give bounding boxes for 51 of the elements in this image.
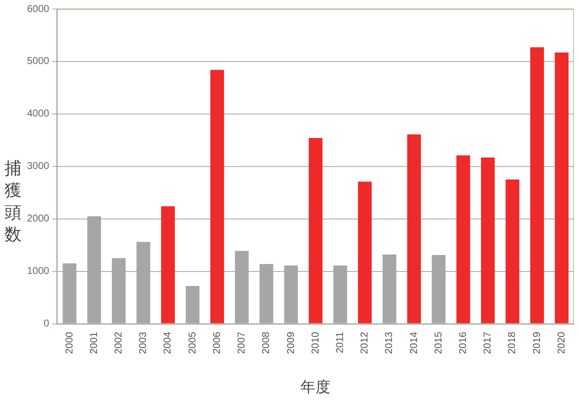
x-tick-label: 2010	[310, 331, 322, 354]
y-tick-label: 1000	[26, 266, 50, 278]
bar	[186, 286, 200, 324]
y-tick-label: 3000	[26, 161, 50, 172]
x-tick-label: 2016	[458, 331, 470, 354]
x-tick-label: 2019	[532, 331, 543, 354]
bar	[506, 179, 520, 324]
y-tick-label: 6000	[26, 4, 50, 15]
bar	[210, 70, 224, 324]
x-tick-label: 2005	[187, 331, 198, 354]
x-tick-label: 2009	[286, 331, 297, 354]
y-tick-label: 0	[44, 318, 50, 330]
x-tick-label: 2003	[138, 331, 150, 354]
x-tick-label: 2011	[334, 331, 346, 354]
x-tick-label: 2013	[384, 331, 396, 354]
y-tick-label: 2000	[26, 214, 50, 225]
x-tick-label: 2014	[408, 331, 420, 354]
x-tick-label: 2000	[64, 331, 76, 354]
bar	[407, 134, 421, 324]
x-tick-label: 2007	[236, 331, 248, 354]
bar	[62, 263, 76, 324]
bar	[87, 216, 102, 324]
bar	[432, 255, 446, 324]
bar	[554, 52, 569, 324]
bar	[481, 157, 495, 324]
bar	[260, 264, 274, 324]
x-tick-label: 2002	[114, 331, 125, 354]
x-tick-label: 2012	[360, 331, 371, 354]
x-tick-label: 2004	[162, 331, 174, 354]
y-axis-title: 捕獲頭数	[4, 158, 22, 246]
y-tick-label: 4000	[26, 108, 50, 120]
x-axis-title: 年度	[300, 378, 331, 396]
bar	[284, 266, 298, 324]
bar	[530, 47, 544, 324]
x-tick-label: 2001	[88, 331, 100, 354]
x-tick-label: 2015	[433, 331, 444, 354]
bar	[308, 138, 322, 324]
bar	[161, 206, 175, 324]
x-tick-label: 2018	[507, 331, 518, 354]
bar	[382, 254, 396, 324]
y-tick-label: 5000	[26, 56, 50, 68]
bar	[358, 182, 372, 324]
bar	[112, 258, 126, 324]
bar	[136, 242, 150, 324]
x-tick-label: 2020	[556, 331, 568, 354]
bar	[333, 266, 348, 324]
bar	[456, 155, 470, 324]
bar	[234, 250, 249, 324]
x-tick-label: 2017	[482, 331, 494, 354]
x-tick-label: 2008	[261, 331, 272, 354]
x-tick-label: 2006	[212, 331, 223, 354]
